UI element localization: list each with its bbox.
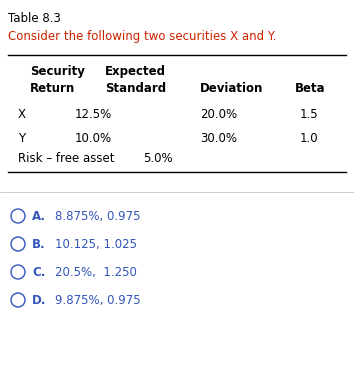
Text: 1.5: 1.5 <box>300 108 319 121</box>
Text: 1.0: 1.0 <box>300 132 319 145</box>
Text: 9.875%, 0.975: 9.875%, 0.975 <box>55 294 141 307</box>
Text: 5.0%: 5.0% <box>143 152 173 165</box>
Text: Security: Security <box>30 65 85 78</box>
Text: Expected: Expected <box>105 65 166 78</box>
Text: 10.125, 1.025: 10.125, 1.025 <box>55 238 137 251</box>
Text: C.: C. <box>32 266 45 279</box>
Text: Deviation: Deviation <box>200 82 263 95</box>
Text: 20.0%: 20.0% <box>200 108 237 121</box>
Text: Standard: Standard <box>105 82 166 95</box>
Text: 8.875%, 0.975: 8.875%, 0.975 <box>55 210 141 223</box>
Text: Return: Return <box>30 82 75 95</box>
Text: Consider the following two securities X and Y.: Consider the following two securities X … <box>8 30 276 43</box>
Text: Risk – free asset: Risk – free asset <box>18 152 114 165</box>
Text: 20.5%,  1.250: 20.5%, 1.250 <box>55 266 137 279</box>
Text: 12.5%: 12.5% <box>75 108 112 121</box>
Text: Y: Y <box>18 132 25 145</box>
Text: A.: A. <box>32 210 46 223</box>
Text: B.: B. <box>32 238 46 251</box>
Text: X: X <box>18 108 26 121</box>
Text: 10.0%: 10.0% <box>75 132 112 145</box>
Text: D.: D. <box>32 294 46 307</box>
Text: 30.0%: 30.0% <box>200 132 237 145</box>
Text: Table 8.3: Table 8.3 <box>8 12 61 25</box>
Text: Beta: Beta <box>295 82 326 95</box>
